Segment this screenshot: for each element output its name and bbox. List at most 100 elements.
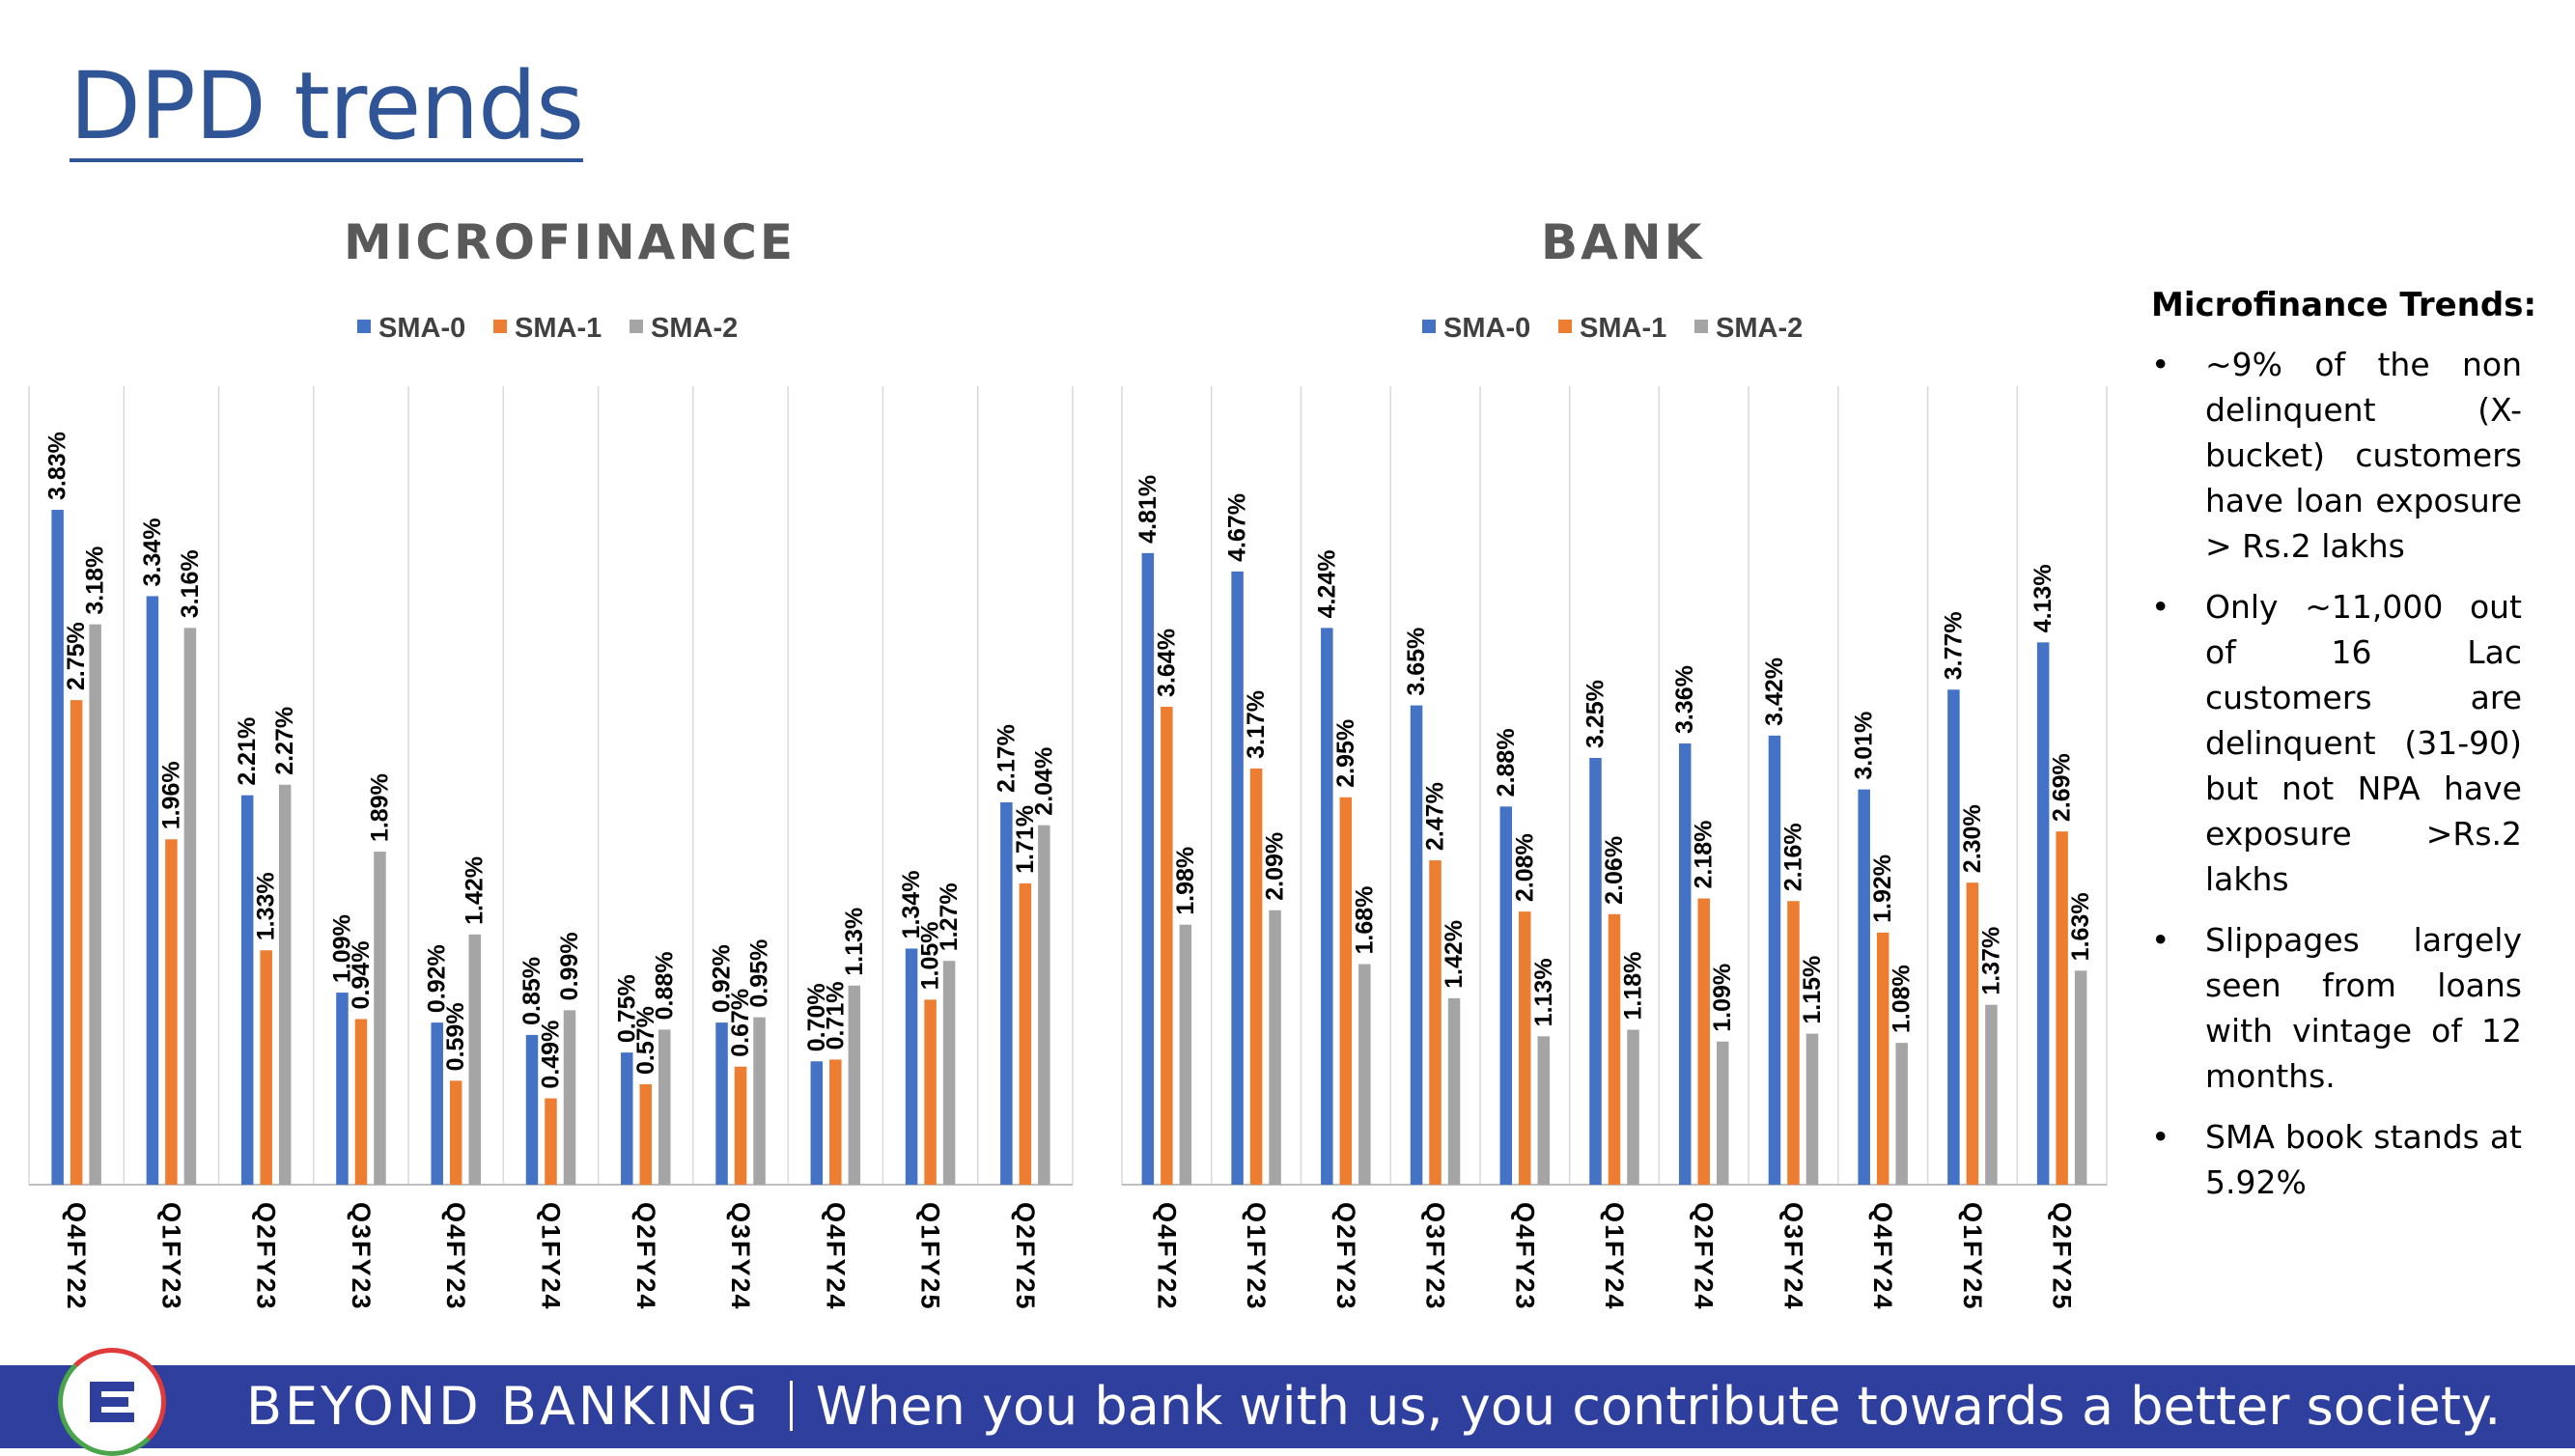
category-label: Q1FY23 [156, 1202, 185, 1311]
bar-sma-2 [1038, 825, 1050, 1185]
bar-sma-0 [1321, 628, 1333, 1185]
data-label: 4.13% [2029, 564, 2057, 632]
bar-sma-1 [1519, 911, 1531, 1185]
bar-sma-2 [1537, 1036, 1551, 1185]
data-label: 0.71% [822, 982, 849, 1050]
data-label: 3.36% [1671, 665, 1698, 734]
footer-text: BEYOND BANKING When you bank with us, you… [246, 1365, 2501, 1448]
data-label: 1.42% [1441, 920, 1468, 989]
legend-swatch [357, 320, 371, 333]
data-label: 0.92% [709, 944, 736, 1013]
data-label: 1.27% [936, 882, 963, 951]
bar-sma-2 [1447, 997, 1461, 1185]
bar-sma-1 [1161, 706, 1173, 1185]
bar-sma-1 [545, 1098, 557, 1185]
side-panel-item-text: Slippages largely seen from loans with v… [2205, 921, 2522, 1095]
category-label: Q2FY24 [1690, 1202, 1719, 1311]
category-label: Q4FY24 [821, 1202, 850, 1311]
bar-sma-2 [278, 784, 292, 1185]
footer-banner: BEYOND BANKING When you bank with us, you… [0, 1365, 2575, 1448]
data-label: 2.88% [1493, 728, 1520, 797]
bar-sma-1 [924, 999, 937, 1185]
bar-sma-0 [905, 948, 918, 1185]
bar-sma-0 [2036, 642, 2050, 1185]
data-label: 2.69% [2049, 753, 2076, 822]
data-label: 3.83% [44, 432, 71, 500]
category-label: Q1FY24 [1600, 1202, 1629, 1311]
charts-canvas: SMA-0 SMA-1 SMA-2 3.83% 2.75% 3.18% Q4FY22 3.34… [28, 313, 2108, 1311]
data-label: 2.09% [1262, 832, 1289, 901]
data-label: 1.98% [1172, 847, 1199, 915]
side-panel-item: • Slippages largely seen from loans with… [2151, 917, 2522, 1099]
data-label: 0.75% [613, 974, 640, 1043]
data-label: 1.08% [1889, 965, 1916, 1033]
bullet-icon: • [2151, 921, 2170, 959]
category-label: Q2FY23 [252, 1202, 281, 1311]
bar-sma-0 [1947, 689, 1960, 1185]
bar-sma-1 [639, 1083, 653, 1185]
legend-swatch [1694, 320, 1708, 333]
data-label: 2.16% [1779, 823, 1806, 891]
bar-sma-0 [1231, 571, 1244, 1185]
data-label: 1.15% [1799, 956, 1826, 1024]
category-label: Q1FY24 [537, 1202, 566, 1311]
category-label: Q2FY23 [1331, 1202, 1360, 1311]
data-label: 0.94% [348, 941, 375, 1010]
bar-sma-1 [260, 950, 272, 1185]
legend-label: SMA-1 [1580, 313, 1666, 344]
side-panel-item: • ~9% of the non delinquent (X-bucket) c… [2151, 342, 2522, 569]
data-label: 1.63% [2067, 892, 2094, 961]
category-label: Q1FY23 [1242, 1202, 1271, 1311]
bar-sma-1 [1787, 901, 1800, 1185]
bar-sma-1 [2056, 831, 2068, 1185]
bar-sma-1 [1019, 882, 1032, 1185]
bar-sma-0 [1000, 801, 1013, 1185]
category-label: Q3FY23 [347, 1202, 376, 1311]
bar-sma-0 [810, 1061, 824, 1185]
data-label: 0.67% [727, 989, 754, 1057]
category-label: Q3FY24 [1778, 1202, 1807, 1311]
data-label: 2.27% [271, 707, 298, 775]
bar-sma-2 [1627, 1029, 1639, 1185]
data-label: 1.37% [1977, 927, 2004, 995]
bar-sma-0 [621, 1052, 633, 1185]
side-panel-item-text: SMA book stands at 5.92% [2205, 1118, 2522, 1201]
data-label: 1.09% [1709, 964, 1736, 1032]
data-label: 2.47% [1422, 782, 1449, 851]
bar-sma-2 [1716, 1041, 1729, 1185]
legend-swatch [493, 320, 507, 333]
legend-label: SMA-0 [378, 313, 465, 344]
bar-sma-2 [848, 985, 861, 1185]
category-label: Q4FY24 [1868, 1202, 1897, 1311]
data-label: 2.18% [1691, 821, 1718, 889]
bar-sma-1 [1966, 882, 1979, 1185]
data-label: 2.95% [1332, 719, 1359, 788]
bar-sma-1 [1429, 860, 1441, 1185]
data-label: 2.75% [63, 622, 90, 690]
bullet-icon: • [2151, 1118, 2170, 1156]
bar-sma-2 [1179, 924, 1192, 1185]
bar-sma-2 [374, 852, 386, 1185]
data-label: 3.16% [177, 549, 204, 618]
data-label: 3.18% [82, 546, 109, 615]
bar-sma-2 [89, 624, 101, 1185]
legend-swatch [1422, 320, 1436, 333]
data-label: 1.34% [898, 871, 925, 939]
bar-sma-2 [658, 1029, 671, 1185]
data-label: 3.64% [1153, 629, 1180, 697]
data-label: 1.33% [253, 872, 280, 940]
data-label: 1.05% [917, 921, 944, 990]
legend-swatch [630, 320, 643, 333]
bullet-icon: • [2151, 588, 2170, 626]
data-label: 3.01% [1851, 712, 1878, 780]
data-label: 0.95% [746, 939, 773, 1008]
legend-label: SMA-0 [1443, 313, 1530, 344]
category-label: Q1FY25 [916, 1202, 945, 1311]
bar-sma-2 [183, 628, 197, 1185]
data-label: 2.30% [1959, 804, 1986, 873]
side-panel-list: • ~9% of the non delinquent (X-bucket) c… [2151, 342, 2522, 1205]
legend-label: SMA-2 [651, 313, 738, 344]
bullet-icon: • [2151, 346, 2170, 383]
legend-label: SMA-1 [515, 313, 602, 344]
side-panel: Microfinance Trends: • ~9% of the non de… [2151, 286, 2536, 1220]
